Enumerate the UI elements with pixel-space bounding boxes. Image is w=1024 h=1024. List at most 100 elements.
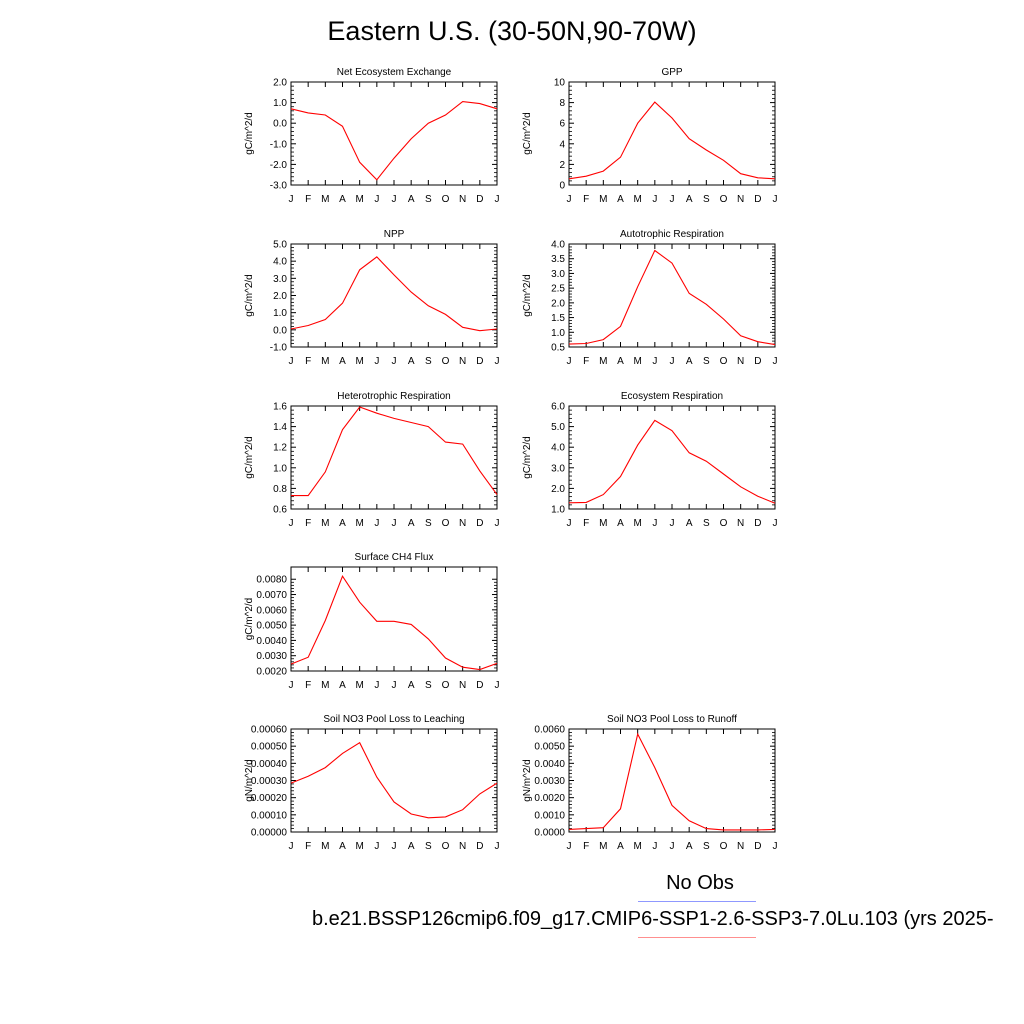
series-line [568, 101, 776, 180]
x-tick-label: M [321, 356, 329, 367]
panel-title: Soil NO3 Pool Loss to Runoff [607, 714, 737, 725]
y-tick-label: -1.0 [270, 139, 288, 150]
y-tick-label: 10 [554, 78, 566, 89]
y-tick-label: 1.6 [273, 402, 287, 413]
y-axis-label: gN/m^2/d [244, 759, 255, 802]
x-tick-label: N [737, 194, 744, 205]
y-tick-label: 1.0 [551, 328, 565, 339]
y-tick-label: 1.0 [273, 98, 287, 109]
x-tick-label: J [567, 841, 572, 852]
x-tick-label: A [686, 194, 693, 205]
y-axis-label: gC/m^2/d [522, 436, 533, 479]
x-tick-label: M [355, 518, 363, 529]
panel-title: NPP [384, 229, 405, 240]
x-tick-label: J [670, 194, 675, 205]
x-tick-label: S [425, 518, 432, 529]
series-line [290, 101, 498, 181]
y-tick-label: 1.0 [551, 505, 565, 516]
y-tick-label: 0.6 [273, 505, 287, 516]
x-tick-label: N [737, 518, 744, 529]
series-line [291, 406, 498, 497]
y-tick-label: 6.0 [551, 402, 565, 413]
x-tick-label: J [567, 356, 572, 367]
y-tick-label: 0.0010 [534, 810, 565, 821]
x-tick-label: D [754, 356, 761, 367]
x-tick-label: J [652, 841, 657, 852]
x-tick-label: S [425, 680, 432, 691]
x-tick-label: J [567, 518, 572, 529]
x-tick-label: N [737, 841, 744, 852]
x-tick-label: S [425, 356, 432, 367]
x-tick-label: N [459, 841, 466, 852]
y-tick-label: -1.0 [270, 343, 288, 354]
x-tick-label: J [773, 356, 778, 367]
y-tick-label: 2 [559, 160, 565, 171]
y-tick-label: 3.0 [551, 269, 565, 280]
panel-title: Autotrophic Respiration [620, 229, 724, 240]
legend-case-label: b.e21.BSSP126cmip6.f09_g17.CMIP6-SSP1-2.… [312, 908, 994, 930]
x-tick-label: J [392, 680, 397, 691]
x-tick-label: J [567, 194, 572, 205]
panel-4: Autotrophic Respiration gC/m^2/d 4.0 3.5 3.0… [522, 229, 778, 367]
y-tick-label: 2.0 [273, 78, 287, 89]
x-tick-label: J [773, 194, 778, 205]
x-tick-label: A [686, 356, 693, 367]
y-tick-label: 2.0 [551, 484, 565, 495]
x-tick-label: J [670, 841, 675, 852]
x-tick-label: O [720, 194, 728, 205]
x-tick-label: O [442, 518, 450, 529]
x-tick-label: M [599, 356, 607, 367]
legend-obs-line [638, 901, 756, 902]
y-tick-label: 3.0 [273, 274, 287, 285]
x-tick-label: S [425, 841, 432, 852]
x-tick-label: J [495, 194, 500, 205]
x-tick-label: A [686, 841, 693, 852]
y-tick-label: 1.2 [273, 443, 287, 454]
plot-frame [290, 566, 498, 672]
y-tick-label: 4 [559, 139, 565, 150]
x-tick-label: J [392, 356, 397, 367]
legend-case-line [638, 937, 756, 938]
x-tick-label: S [703, 356, 710, 367]
y-tick-label: 2.0 [273, 291, 287, 302]
x-tick-label: J [289, 194, 294, 205]
y-tick-label: 0.0040 [534, 759, 565, 770]
x-tick-label: O [442, 841, 450, 852]
y-tick-label: -2.0 [270, 160, 288, 171]
x-tick-label: F [583, 194, 589, 205]
y-tick-label: 1.0 [273, 463, 287, 474]
y-axis-label: gC/m^2/d [244, 274, 255, 317]
panel-title: Ecosystem Respiration [621, 391, 723, 402]
x-tick-label: S [703, 518, 710, 529]
x-tick-label: O [720, 518, 728, 529]
plot-frame [290, 405, 498, 510]
panel-title: GPP [661, 67, 682, 78]
y-tick-label: 0.0060 [256, 605, 287, 616]
x-tick-label: J [670, 356, 675, 367]
x-tick-label: J [652, 194, 657, 205]
series-line [290, 256, 498, 332]
x-tick-label: J [289, 356, 294, 367]
x-tick-label: M [355, 194, 363, 205]
y-tick-label: 0.0040 [256, 636, 287, 647]
x-tick-label: F [583, 841, 589, 852]
series-line [568, 419, 776, 504]
y-axis-label: gC/m^2/d [244, 112, 255, 155]
x-tick-label: A [339, 680, 346, 691]
panel-1: Net Ecosystem Exchange gC/m^2/d 2.0 1.0 0.0 -… [244, 67, 500, 205]
panel-8: Soil NO3 Pool Loss to LeachinggN/m^2/d0.… [244, 714, 500, 852]
x-tick-label: M [599, 518, 607, 529]
y-tick-label: 0.0030 [256, 651, 287, 662]
y-tick-label: 1.4 [273, 422, 287, 433]
x-tick-label: A [408, 841, 415, 852]
y-tick-label: 4.0 [551, 240, 565, 251]
x-tick-label: J [374, 356, 379, 367]
x-tick-label: J [773, 841, 778, 852]
plot-frame [568, 243, 776, 348]
y-tick-label: 0.00020 [251, 793, 288, 804]
x-tick-label: F [305, 356, 311, 367]
x-tick-label: A [339, 841, 346, 852]
y-tick-label: 0.0050 [256, 621, 287, 632]
x-tick-label: J [289, 680, 294, 691]
